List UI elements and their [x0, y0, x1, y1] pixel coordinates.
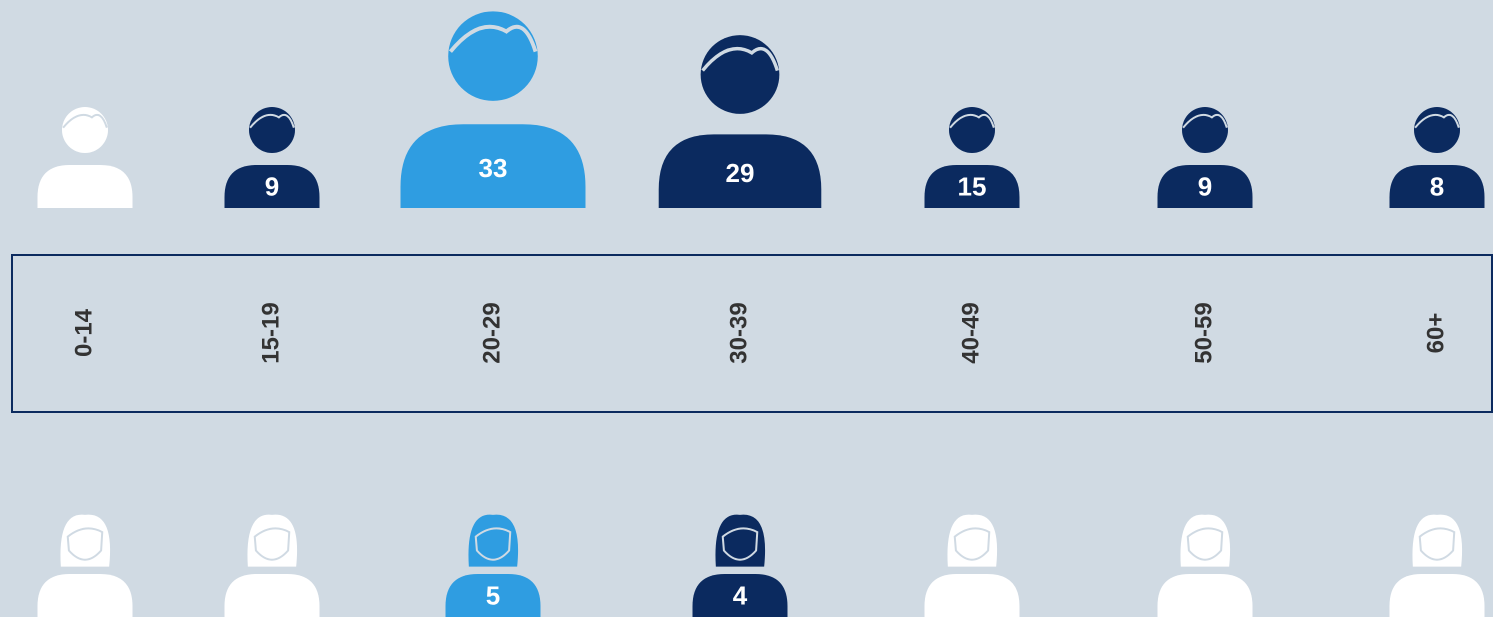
person-icon — [445, 514, 541, 617]
empty-icon — [1157, 514, 1253, 617]
hair-line — [1182, 113, 1228, 129]
icon-body — [658, 134, 822, 208]
empty-icon — [1389, 514, 1485, 617]
icon-body — [1157, 574, 1253, 617]
icon-body — [1389, 574, 1485, 617]
icon-body — [37, 165, 133, 208]
icon-body — [400, 124, 586, 208]
value-label: 5 — [486, 581, 500, 611]
icon-body — [1157, 165, 1253, 208]
face — [253, 527, 291, 561]
head — [700, 35, 780, 114]
category-box — [11, 254, 1493, 413]
person-icon — [1157, 107, 1253, 208]
icon-body — [224, 165, 320, 208]
icon-body — [37, 574, 133, 617]
person-icon — [1389, 107, 1485, 208]
icon-body — [924, 574, 1020, 617]
hair-line — [62, 113, 108, 129]
head — [949, 107, 995, 153]
head — [1182, 107, 1228, 153]
person-icon — [400, 11, 586, 208]
category-label: 40-49 — [957, 302, 984, 363]
hair-line — [1414, 113, 1460, 129]
person-icon — [924, 107, 1020, 208]
category-label: 15-19 — [257, 302, 284, 363]
value-label: 4 — [733, 581, 748, 611]
person-icon — [658, 35, 822, 208]
category-label: 30-39 — [725, 302, 752, 363]
category-label: 0-14 — [70, 308, 97, 357]
face — [1186, 527, 1224, 561]
hair-line — [949, 113, 995, 129]
value-label: 9 — [1198, 172, 1212, 202]
value-label: 8 — [1430, 172, 1444, 202]
face — [953, 527, 991, 561]
face — [474, 527, 512, 561]
person-icon — [692, 514, 788, 617]
person-icon — [224, 107, 320, 208]
icon-body — [924, 165, 1020, 208]
value-label: 15 — [958, 172, 987, 202]
icon-body — [224, 574, 320, 617]
head — [1414, 107, 1460, 153]
value-label: 29 — [726, 158, 755, 188]
head — [448, 11, 538, 101]
hair-line — [249, 113, 295, 129]
empty-icon — [37, 514, 133, 617]
category-label: 60+ — [1422, 313, 1449, 354]
head — [249, 107, 295, 153]
value-label: 33 — [479, 153, 508, 183]
category-label: 20-29 — [478, 302, 505, 363]
icon-body — [445, 574, 541, 617]
empty-icon — [224, 514, 320, 617]
hair-line — [448, 24, 538, 53]
hair-line — [701, 47, 780, 72]
face — [66, 527, 104, 561]
empty-icon — [924, 514, 1020, 617]
icon-body — [692, 574, 788, 617]
value-label: 9 — [265, 172, 279, 202]
head — [62, 107, 108, 153]
face — [1418, 527, 1456, 561]
category-label: 50-59 — [1190, 302, 1217, 363]
face — [721, 527, 759, 561]
icon-body — [1389, 165, 1485, 208]
empty-icon — [37, 107, 133, 208]
